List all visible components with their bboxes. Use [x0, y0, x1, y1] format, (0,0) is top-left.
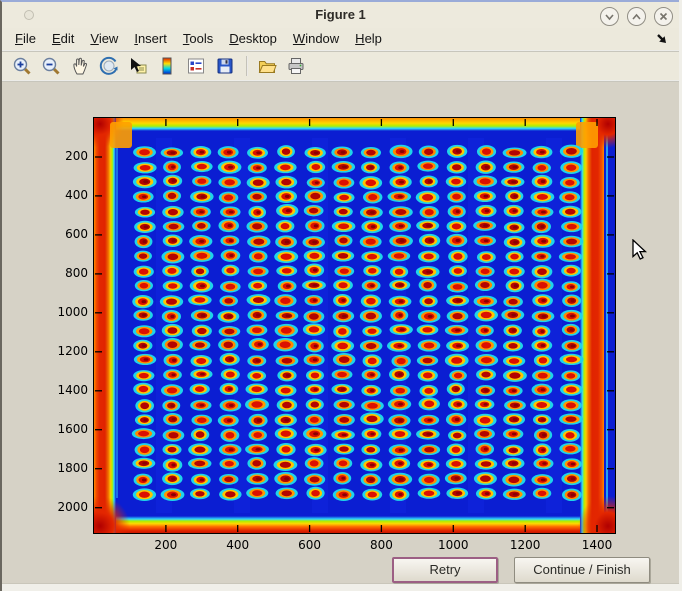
menu-desktop[interactable]: Desktop: [222, 29, 284, 48]
x-tick-label: 1200: [495, 538, 555, 552]
x-tick-label: 1000: [423, 538, 483, 552]
menu-edit[interactable]: Edit: [45, 29, 81, 48]
y-tick-label: 800: [46, 266, 88, 280]
x-tick-label: 600: [280, 538, 340, 552]
mouse-cursor: [632, 239, 648, 261]
plate-image[interactable]: [94, 118, 615, 533]
menu-view[interactable]: View: [83, 29, 125, 48]
print-icon[interactable]: [284, 55, 308, 77]
data-cursor-icon[interactable]: [126, 55, 150, 77]
y-tick-label: 600: [46, 227, 88, 241]
colorbar-icon[interactable]: [155, 55, 179, 77]
y-tick-label: 1000: [46, 305, 88, 319]
zoom-in-icon[interactable]: [10, 55, 34, 77]
y-tick-label: 1800: [46, 461, 88, 475]
chevron-down-icon: [603, 10, 616, 23]
y-tick-label: 1200: [46, 344, 88, 358]
arrow-down-right-icon[interactable]: [655, 32, 669, 51]
retry-button[interactable]: Retry: [392, 557, 498, 583]
y-tick-label: 2000: [46, 500, 88, 514]
menu-file[interactable]: File: [8, 29, 43, 48]
menu-help[interactable]: Help: [348, 29, 389, 48]
x-tick-label: 800: [351, 538, 411, 552]
window-title: Figure 1: [2, 7, 679, 22]
zoom-out-icon[interactable]: [39, 55, 63, 77]
close-button[interactable]: [654, 7, 673, 26]
title-bar[interactable]: Figure 1: [2, 2, 679, 28]
figure-window: Figure 1 F: [0, 0, 679, 591]
x-tick-label: 400: [208, 538, 268, 552]
menu-items: FileEditViewInsertToolsDesktopWindowHelp: [8, 30, 391, 48]
y-tick-label: 1400: [46, 383, 88, 397]
insert-legend-icon[interactable]: [184, 55, 208, 77]
menu-tools[interactable]: Tools: [176, 29, 220, 48]
shade-button[interactable]: [600, 7, 619, 26]
x-tick-label: 1400: [567, 538, 627, 552]
pan-hand-icon[interactable]: [68, 55, 92, 77]
menu-insert[interactable]: Insert: [127, 29, 174, 48]
continue-finish-button[interactable]: Continue / Finish: [514, 557, 650, 583]
figure-canvas: 200 400 600 800 1000 1200 1400 200 400 600 800 1000…: [2, 82, 679, 583]
window-resize-edge[interactable]: [2, 583, 679, 591]
chevron-up-icon: [630, 10, 643, 23]
window-top-chrome: Figure 1 F: [2, 2, 679, 50]
close-icon: [657, 10, 670, 23]
y-tick-label: 1600: [46, 422, 88, 436]
open-folder-icon[interactable]: [255, 55, 279, 77]
rotate-3d-icon[interactable]: [97, 55, 121, 77]
toolbar: [2, 52, 679, 80]
menu-bar: FileEditViewInsertToolsDesktopWindowHelp: [2, 28, 679, 50]
save-icon[interactable]: [213, 55, 237, 77]
toolbar-separator: [246, 56, 248, 76]
y-tick-label: 200: [46, 149, 88, 163]
window-controls: [600, 7, 673, 26]
x-tick-label: 200: [136, 538, 196, 552]
menu-window[interactable]: Window: [286, 29, 346, 48]
unshade-button[interactable]: [627, 7, 646, 26]
y-tick-label: 400: [46, 188, 88, 202]
